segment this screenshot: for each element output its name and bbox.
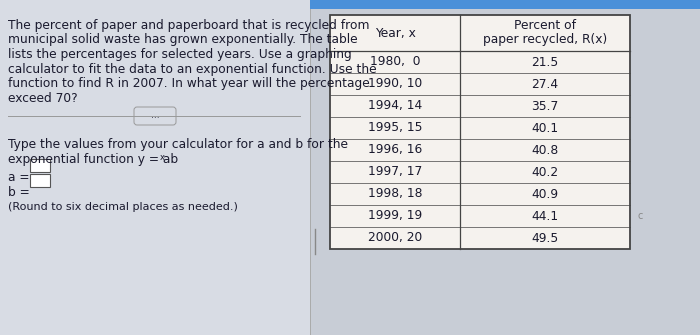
Bar (30, 159, 50, 172)
Text: c: c (638, 211, 643, 221)
Bar (330, 15, 630, 249)
Text: x: x (160, 153, 165, 162)
Text: 49.5: 49.5 (531, 231, 559, 245)
Text: Year, x: Year, x (374, 26, 415, 40)
Text: 1996, 16: 1996, 16 (368, 143, 422, 156)
Text: exceed 70?: exceed 70? (8, 91, 78, 105)
Text: 40.8: 40.8 (531, 143, 559, 156)
Text: municipal solid waste has grown exponentially. The table: municipal solid waste has grown exponent… (8, 34, 358, 47)
Text: b =: b = (8, 186, 29, 199)
Text: Type the values from your calculator for a and b for the: Type the values from your calculator for… (8, 138, 348, 151)
Bar (330, 15, 630, 249)
Text: 1999, 19: 1999, 19 (368, 209, 422, 222)
Text: paper recycled, R(x): paper recycled, R(x) (483, 33, 607, 46)
Text: lists the percentages for selected years. Use a graphing: lists the percentages for selected years… (8, 48, 351, 61)
Text: 40.9: 40.9 (531, 188, 559, 201)
Text: 1995, 15: 1995, 15 (368, 122, 422, 134)
Text: The percent of paper and paperboard that is recycled from: The percent of paper and paperboard that… (8, 19, 370, 32)
Bar (0, 0, 700, 9)
Text: (Round to six decimal places as needed.): (Round to six decimal places as needed.) (8, 202, 238, 212)
Text: 1998, 18: 1998, 18 (368, 188, 422, 201)
Bar (0, 0, 310, 335)
Text: 40.1: 40.1 (531, 122, 559, 134)
Text: 40.2: 40.2 (531, 165, 559, 179)
Text: a =: a = (8, 171, 29, 184)
Text: 2000, 20: 2000, 20 (368, 231, 422, 245)
Text: 44.1: 44.1 (531, 209, 559, 222)
Text: calculator to fit the data to an exponential function. Use the: calculator to fit the data to an exponen… (8, 63, 377, 75)
Text: ...: ... (150, 112, 160, 121)
Text: 1997, 17: 1997, 17 (368, 165, 422, 179)
Text: Percent of: Percent of (514, 19, 576, 32)
Text: 1990, 10: 1990, 10 (368, 77, 422, 90)
FancyBboxPatch shape (134, 107, 176, 125)
Text: 35.7: 35.7 (531, 99, 559, 113)
Text: 21.5: 21.5 (531, 56, 559, 68)
Text: 1994, 14: 1994, 14 (368, 99, 422, 113)
Text: 27.4: 27.4 (531, 77, 559, 90)
Text: function to find R in 2007. In what year will the percentage: function to find R in 2007. In what year… (8, 77, 370, 90)
Bar (30, 174, 50, 187)
Text: 1980,  0: 1980, 0 (370, 56, 420, 68)
Text: exponential function y = ab: exponential function y = ab (8, 152, 178, 165)
